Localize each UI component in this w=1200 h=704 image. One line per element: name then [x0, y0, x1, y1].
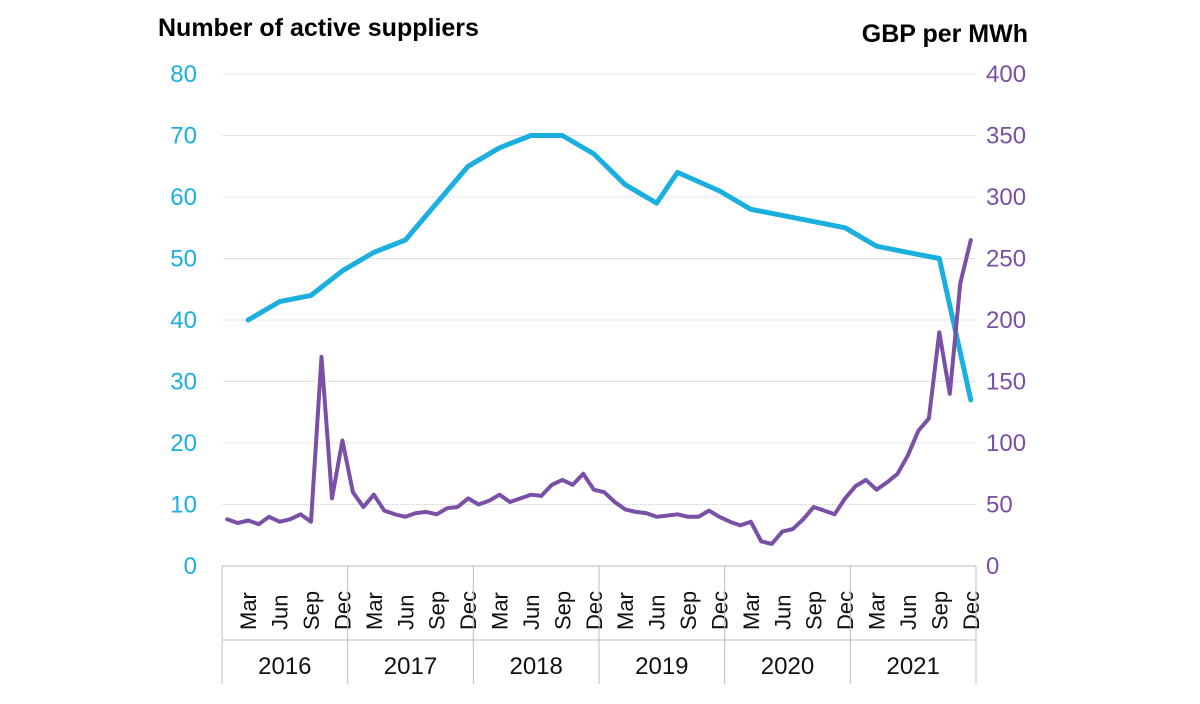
month-tick-label: Sep: [550, 591, 575, 630]
right-tick-label: 50: [986, 492, 1013, 519]
right-tick-label: 100: [986, 430, 1026, 457]
month-tick-label: Jun: [519, 595, 544, 630]
left-tick-label: 20: [170, 430, 197, 457]
month-tick-label: Dec: [833, 591, 858, 630]
left-tick-label: 60: [170, 184, 197, 211]
month-tick-label: Sep: [676, 591, 701, 630]
left-tick-label: 40: [170, 307, 197, 334]
left-tick-label: 70: [170, 123, 197, 150]
left-tick-label: 30: [170, 369, 197, 396]
left-tick-label: 50: [170, 246, 197, 273]
left-tick-label: 80: [170, 61, 197, 88]
gridlines: [222, 73, 976, 505]
x-axis: Mar Jun Sep Dec Mar Jun Sep Dec Mar Jun Sep Dec Mar J…: [221, 565, 984, 684]
right-tick-label: 0: [986, 553, 999, 580]
month-tick-label: Jun: [645, 595, 670, 630]
left-axis-title: Number of active suppliers: [158, 14, 479, 42]
suppliers-series-line: [245, 133, 974, 403]
month-tick-label: Sep: [927, 591, 952, 630]
right-axis-ticks: 0 50 100 150 200 250 300 350 400: [986, 61, 1026, 580]
year-label: 2018: [509, 653, 562, 680]
right-tick-label: 300: [986, 184, 1026, 211]
month-tick-label: Sep: [802, 591, 827, 630]
right-tick-label: 200: [986, 307, 1026, 334]
right-tick-label: 400: [986, 61, 1026, 88]
month-tick-label: Dec: [456, 591, 481, 630]
year-label: 2021: [886, 653, 939, 680]
month-tick-label: Mar: [739, 592, 764, 630]
month-tick-label: Mar: [488, 592, 513, 630]
left-tick-label: 0: [184, 553, 197, 580]
series-lines: [225, 133, 974, 546]
year-label: 2016: [258, 653, 311, 680]
month-tick-label: Dec: [707, 591, 732, 630]
month-tick-label: Jun: [896, 595, 921, 630]
year-label: 2017: [384, 653, 437, 680]
right-tick-label: 150: [986, 369, 1026, 396]
month-tick-label: Mar: [236, 592, 261, 630]
month-tick-label: Jun: [770, 595, 795, 630]
year-label: 2019: [635, 653, 688, 680]
month-tick-label: Jun: [268, 595, 293, 630]
right-tick-label: 350: [986, 123, 1026, 150]
month-tick-label: Sep: [299, 591, 324, 630]
right-tick-label: 250: [986, 246, 1026, 273]
right-axis-title: GBP per MWh: [862, 20, 1028, 48]
month-tick-label: Jun: [393, 595, 418, 630]
left-axis-ticks: 0 10 20 30 40 50 60 70 80: [170, 61, 197, 580]
month-tick-label: Mar: [865, 592, 890, 630]
month-tick-label: Dec: [582, 591, 607, 630]
month-tick-label: Dec: [959, 591, 984, 630]
month-tick-label: Mar: [613, 592, 638, 630]
month-tick-label: Mar: [362, 592, 387, 630]
year-label: 2020: [761, 653, 814, 680]
month-tick-label: Dec: [330, 591, 355, 630]
month-tick-label: Sep: [425, 591, 450, 630]
price-series-line: [225, 238, 973, 546]
left-tick-label: 10: [170, 492, 197, 519]
